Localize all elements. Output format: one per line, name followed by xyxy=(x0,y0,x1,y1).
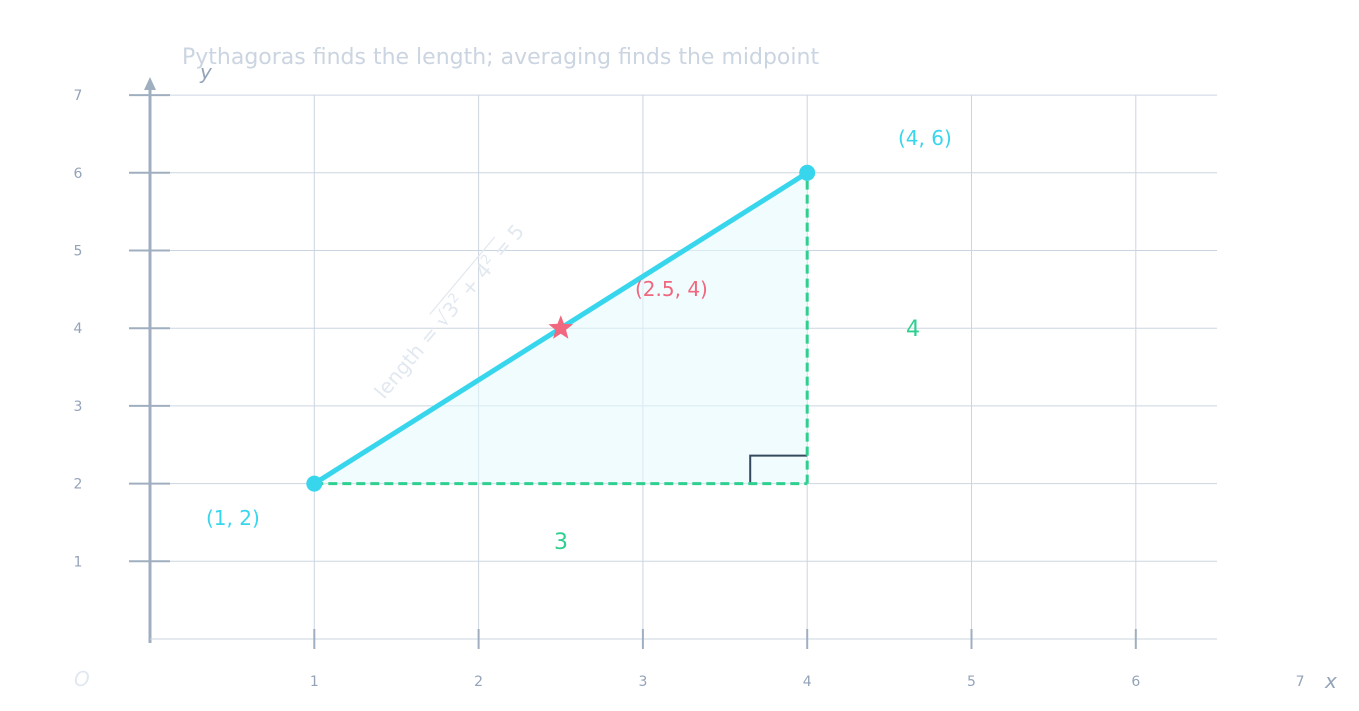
y-tick-label: 3 xyxy=(74,399,83,415)
x-tick-label: 5 xyxy=(967,674,976,690)
x-tick-label: 6 xyxy=(1131,674,1140,690)
y-ticks: 1 2 3 4 5 6 7 xyxy=(74,88,170,570)
y-axis-arrow-icon xyxy=(144,77,156,90)
y-tick-label: 7 xyxy=(74,88,83,104)
x-tick-label: 3 xyxy=(638,674,647,690)
point-a xyxy=(306,475,323,492)
y-tick-label: 4 xyxy=(74,321,83,337)
formula-radical-bar xyxy=(429,236,496,315)
y-tick-label: 2 xyxy=(74,477,83,493)
axes: 1 2 3 4 5 6 7 1 2 3 4 5 6 7 y x O xyxy=(74,60,1337,693)
formula-lhs: length = xyxy=(369,316,447,403)
x-tick-label: 7 xyxy=(1296,674,1305,690)
origin-label: O xyxy=(74,667,90,691)
y-tick-label: 5 xyxy=(74,244,83,260)
point-a-label: (1, 2) xyxy=(206,506,260,530)
x-tick-label: 4 xyxy=(803,674,812,690)
point-b-label: (4, 6) xyxy=(898,126,952,150)
x-ticks: 1 2 3 4 5 6 7 xyxy=(310,629,1305,690)
star-icon xyxy=(548,315,574,339)
x-tick-label: 2 xyxy=(474,674,483,690)
y-axis-label: y xyxy=(199,60,213,84)
y-tick-label: 1 xyxy=(74,554,83,570)
point-b xyxy=(799,164,816,181)
diagram-title: Pythagoras finds the length; averaging f… xyxy=(182,45,819,70)
y-tick-label: 6 xyxy=(74,166,83,182)
horizontal-leg-label: 3 xyxy=(554,530,568,555)
vertical-leg-label: 4 xyxy=(906,317,920,342)
right-angle-marker xyxy=(749,454,808,484)
x-axis-label: x xyxy=(1324,669,1337,693)
midpoint-label: (2.5, 4) xyxy=(635,277,708,301)
x-tick-label: 1 xyxy=(310,674,319,690)
